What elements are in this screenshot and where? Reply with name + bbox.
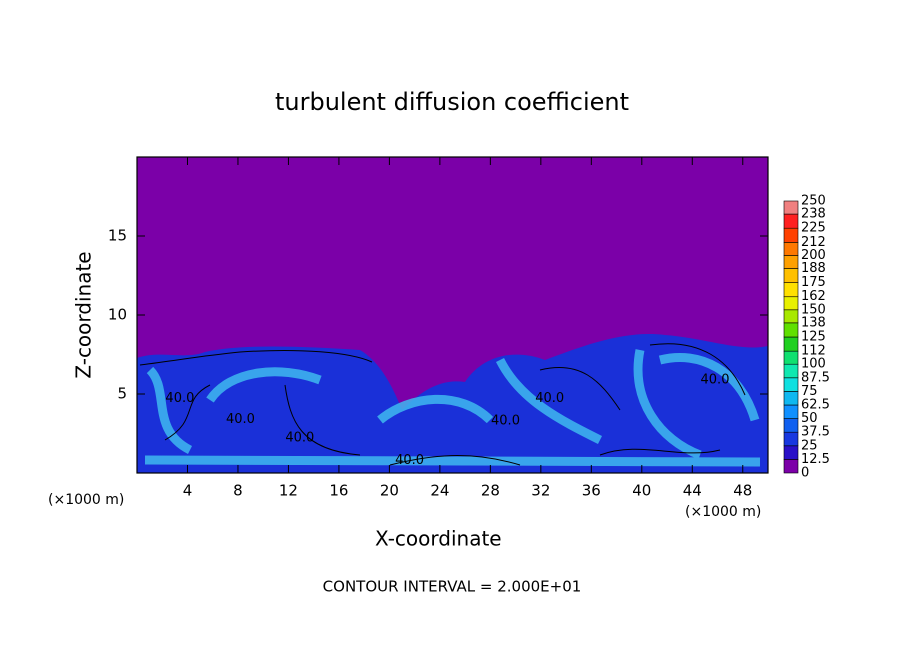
colorbar-label: 162 (801, 289, 826, 304)
x-tick-label: 40 (632, 482, 651, 500)
colorbar-label: 175 (801, 275, 826, 290)
colorbar-cell (783, 227, 799, 243)
colorbar-label: 0 (801, 466, 809, 481)
chart-title: turbulent diffusion coefficient (275, 88, 629, 116)
colorbar-cell (783, 255, 799, 269)
x-tick-label: 12 (279, 482, 298, 500)
contour-label: 40.0 (395, 453, 424, 468)
colorbar-cell (783, 242, 799, 256)
colorbar-label: 25 (801, 438, 818, 453)
x-tick-label: 4 (183, 482, 193, 500)
x-unit: (×1000 m) (685, 504, 761, 520)
colorbar-cell (783, 213, 799, 229)
contour-label: 40.0 (535, 391, 564, 406)
footer-note: CONTOUR INTERVAL = 2.000E+01 (323, 578, 582, 596)
colorbar-label: 37.5 (801, 425, 830, 440)
x-tick-label: 8 (233, 482, 243, 500)
y-unit: (×1000 m) (48, 492, 124, 508)
x-axis-label: X-coordinate (375, 527, 502, 551)
colorbar-cell (783, 431, 799, 447)
colorbar-cell (783, 309, 799, 324)
y-tick-label: 10 (108, 306, 127, 324)
colorbar-label: 75 (801, 384, 818, 399)
colorbar-label: 112 (801, 344, 826, 359)
colorbar-label: 100 (801, 357, 826, 372)
colorbar-cell (783, 282, 799, 298)
x-tick-label: 20 (380, 482, 399, 500)
colorbar-cell (783, 418, 799, 433)
colorbar-label: 225 (801, 221, 826, 236)
x-tick-label: 48 (733, 482, 752, 500)
colorbar-label: 125 (801, 330, 826, 345)
x-tick-label: 32 (531, 482, 550, 500)
x-tick-label: 28 (481, 482, 500, 500)
colorbar-cell (783, 350, 799, 365)
x-tick-label: 36 (582, 482, 601, 500)
colorbar-label: 12.5 (801, 452, 830, 467)
colorbar-label: 50 (801, 411, 818, 426)
colorbar-cell (783, 445, 799, 460)
field (137, 157, 768, 473)
colorbar-label: 62.5 (801, 398, 830, 413)
colorbar-label: 188 (801, 261, 826, 276)
colorbar-label: 250 (801, 194, 826, 209)
colorbar-cell (783, 322, 799, 338)
colorbar-cell (783, 459, 799, 474)
contour-label: 40.0 (285, 431, 314, 446)
colorbar-cell (783, 363, 799, 379)
colorbar-cell (783, 377, 799, 392)
y-tick-label: 15 (108, 227, 127, 245)
contour-label: 40.0 (226, 412, 255, 427)
colorbar-label: 150 (801, 302, 826, 317)
colorbar-label: 200 (801, 248, 826, 263)
colorbar-label: 238 (801, 207, 826, 222)
y-tick-label: 5 (117, 385, 127, 403)
colorbar-label: 138 (801, 315, 826, 330)
x-tick-label: 24 (430, 482, 449, 500)
contour-line (139, 343, 746, 466)
field-swirl (144, 349, 761, 467)
contour-label: 40.0 (491, 413, 520, 428)
x-tick-label: 44 (683, 482, 702, 500)
colorbar-cell (783, 336, 799, 352)
colorbar-label: 87.5 (801, 370, 830, 385)
y-axis-label: Z-coordinate (72, 251, 96, 378)
colorbar-cell (783, 200, 799, 215)
x-tick-label: 16 (329, 482, 348, 500)
colorbar-cell (783, 391, 799, 406)
colorbar-cell (783, 268, 799, 283)
colorbar-cell (783, 404, 799, 419)
contour-label: 40.0 (165, 391, 194, 406)
contour-label: 40.0 (701, 372, 730, 387)
colorbar-cell (783, 296, 799, 311)
colorbar-label: 212 (801, 235, 826, 250)
